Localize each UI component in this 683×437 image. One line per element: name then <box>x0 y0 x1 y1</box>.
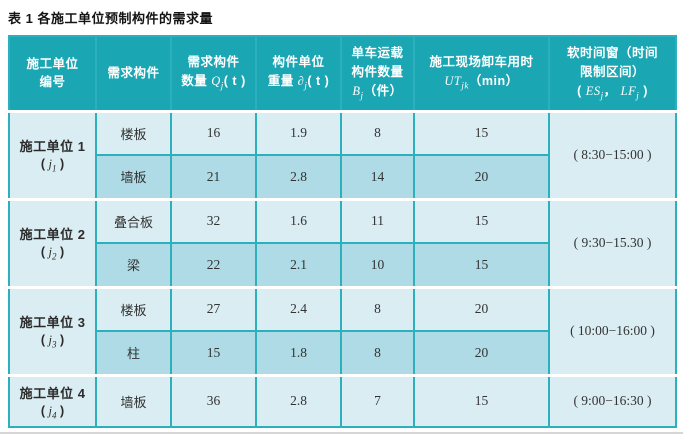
table-row: 梁 22 2.1 10 15 <box>9 242 676 288</box>
weight-cell: 2.4 <box>255 285 342 332</box>
var-B: B <box>352 83 361 98</box>
per-truck-cell: 8 <box>340 285 415 332</box>
component-cell: 梁 <box>95 242 172 288</box>
var-Q: Q <box>211 74 221 89</box>
unload-cell: 15 <box>413 373 550 428</box>
unit-cell: 施工单位 1 ( j1 ) <box>8 109 97 200</box>
header-component: 需求构件 <box>95 35 172 112</box>
component-cell: 柱 <box>95 330 172 376</box>
demand-table: 施工单位 编号 需求构件 需求构件 数量 Qj( t ) 构件单位 重量 ∂j(… <box>8 35 677 428</box>
per-truck-cell: 8 <box>340 330 415 376</box>
qty-cell: 32 <box>170 197 257 244</box>
header-unload-time: 施工现场卸车用时 UTjk（min） <box>413 35 550 112</box>
var-ES: ES <box>585 83 601 98</box>
component-cell: 楼板 <box>95 109 172 156</box>
qty-cell: 21 <box>170 154 257 200</box>
weight-cell: 2.8 <box>255 154 342 200</box>
table-row: 柱 15 1.8 8 20 <box>9 330 676 376</box>
unload-cell: 15 <box>413 197 550 244</box>
unload-cell: 15 <box>413 242 550 288</box>
weight-cell: 2.8 <box>255 373 342 428</box>
unload-cell: 20 <box>413 154 550 200</box>
per-truck-cell: 14 <box>340 154 415 200</box>
table-row: 墙板 21 2.8 14 20 <box>9 154 676 200</box>
time-window-cell: ( 9:30−15.30 ) <box>548 197 677 288</box>
weight-cell: 1.6 <box>255 197 342 244</box>
var-LF: LF <box>620 83 637 98</box>
unload-cell: 20 <box>413 285 550 332</box>
header-soft-time-window: 软时间窗（时间 限制区间） ( ESj， LFj ) <box>548 35 677 112</box>
component-cell: 楼板 <box>95 285 172 332</box>
time-window-cell: ( 9:00−16:30 ) <box>548 373 677 428</box>
per-truck-cell: 11 <box>340 197 415 244</box>
time-window-cell: ( 10:00−16:00 ) <box>548 285 677 376</box>
var-UT: UT <box>444 74 462 89</box>
weight-cell: 1.8 <box>255 330 342 376</box>
var-partial: ∂ <box>297 74 305 89</box>
per-truck-cell: 8 <box>340 109 415 156</box>
header-unit-weight: 构件单位 重量 ∂j( t ) <box>255 35 342 112</box>
header-row: 施工单位 编号 需求构件 需求构件 数量 Qj( t ) 构件单位 重量 ∂j(… <box>8 35 677 112</box>
weight-cell: 1.9 <box>255 109 342 156</box>
qty-cell: 22 <box>170 242 257 288</box>
time-window-cell: ( 8:30−15:00 ) <box>548 109 677 200</box>
header-unit-id: 施工单位 编号 <box>8 35 97 112</box>
unload-cell: 15 <box>413 109 550 156</box>
per-truck-cell: 7 <box>340 373 415 428</box>
component-cell: 墙板 <box>95 154 172 200</box>
table-row: 施工单位 1 ( j1 ) 楼板 16 1.9 8 15 ( 8:30−15:0… <box>8 109 677 200</box>
unit-cell: 施工单位 2 ( j2 ) <box>8 197 97 288</box>
unload-cell: 20 <box>413 330 550 376</box>
unit-cell: 施工单位 3 ( j3 ) <box>8 285 97 376</box>
qty-cell: 16 <box>170 109 257 156</box>
qty-cell: 15 <box>170 330 257 376</box>
qty-cell: 27 <box>170 285 257 332</box>
component-cell: 墙板 <box>95 373 172 428</box>
per-truck-cell: 10 <box>340 242 415 288</box>
qty-cell: 36 <box>170 373 257 428</box>
page-title: 表 1 各施工单位预制构件的需求量 <box>8 11 213 26</box>
page-bottom-divider <box>0 432 683 434</box>
component-cell: 叠合板 <box>95 197 172 244</box>
table-row: 施工单位 2 ( j2 ) 叠合板 32 1.6 11 15 ( 9:30−15… <box>8 197 677 288</box>
weight-cell: 2.1 <box>255 242 342 288</box>
table-row: 施工单位 4 ( j4 ) 墙板 36 2.8 7 15 ( 9:00−16:3… <box>8 373 677 428</box>
table-row: 施工单位 3 ( j3 ) 楼板 27 2.4 8 20 ( 10:00−16:… <box>8 285 677 376</box>
page: 表 1 各施工单位预制构件的需求量 施工单位 编号 需求构件 需求构件 数量 Q… <box>8 11 677 428</box>
header-per-truck-count: 单车运载 构件数量 Bj（件） <box>340 35 415 112</box>
header-qty: 需求构件 数量 Qj( t ) <box>170 35 257 112</box>
unit-cell: 施工单位 4 ( j4 ) <box>8 373 97 428</box>
